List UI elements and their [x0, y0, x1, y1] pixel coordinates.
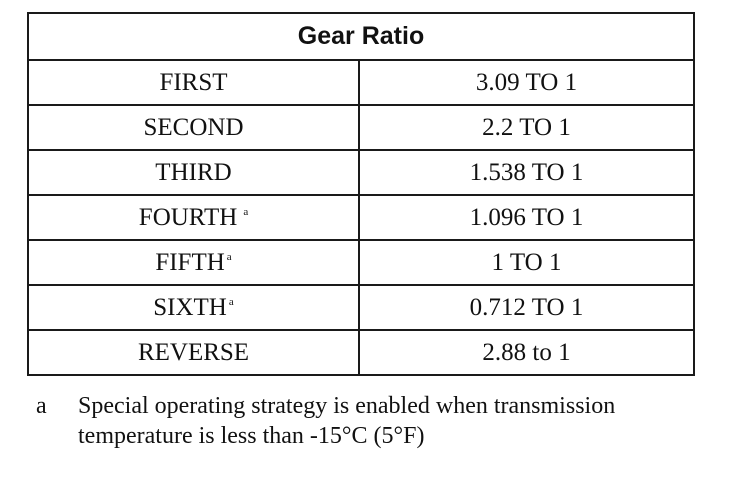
table-row: FIRST 3.09 TO 1 — [27, 59, 695, 106]
gear-ratio: 0.712 TO 1 — [358, 284, 695, 331]
table-row: FIFTH a 1 TO 1 — [27, 239, 695, 286]
gear-label: FOURTH — [138, 204, 238, 231]
gear-name: THIRD — [27, 149, 360, 196]
gear-name: FIFTH a — [27, 239, 360, 286]
table-row: FOURTH a 1.096 TO 1 — [27, 194, 695, 241]
gear-label: SIXTH — [153, 294, 227, 321]
footnote-marker: a — [226, 251, 232, 263]
gear-label: FIRST — [159, 69, 228, 96]
gear-ratio: 2.88 to 1 — [358, 329, 695, 376]
footnote: a Special operating strategy is enabled … — [36, 391, 678, 451]
footnote-text: Special operating strategy is enabled wh… — [78, 393, 616, 449]
footnote-marker-label: a — [36, 393, 47, 419]
table-header: Gear Ratio — [27, 12, 695, 61]
gear-ratio: 1.096 TO 1 — [358, 194, 695, 241]
footnote-marker: a — [243, 206, 249, 218]
table-row: SECOND 2.2 TO 1 — [27, 104, 695, 151]
gear-label: THIRD — [155, 159, 232, 186]
table-header-row: Gear Ratio — [27, 12, 695, 61]
gear-ratio: 1.538 TO 1 — [358, 149, 695, 196]
table-row: SIXTH a 0.712 TO 1 — [27, 284, 695, 331]
gear-ratio: 3.09 TO 1 — [358, 59, 695, 106]
gear-name: REVERSE — [27, 329, 360, 376]
gear-ratio: 2.2 TO 1 — [358, 104, 695, 151]
gear-name: FOURTH a — [27, 194, 360, 241]
gear-ratio: 1 TO 1 — [358, 239, 695, 286]
gear-label: FIFTH — [155, 249, 225, 276]
table-row: THIRD 1.538 TO 1 — [27, 149, 695, 196]
gear-ratio-table: Gear Ratio FIRST 3.09 TO 1 SECOND 2.2 TO… — [27, 12, 695, 376]
gear-label: SECOND — [143, 114, 244, 141]
footnote-marker: a — [228, 296, 234, 308]
gear-name: SECOND — [27, 104, 360, 151]
gear-name: SIXTH a — [27, 284, 360, 331]
gear-name: FIRST — [27, 59, 360, 106]
gear-label: REVERSE — [137, 339, 250, 366]
table-row: REVERSE 2.88 to 1 — [27, 329, 695, 376]
